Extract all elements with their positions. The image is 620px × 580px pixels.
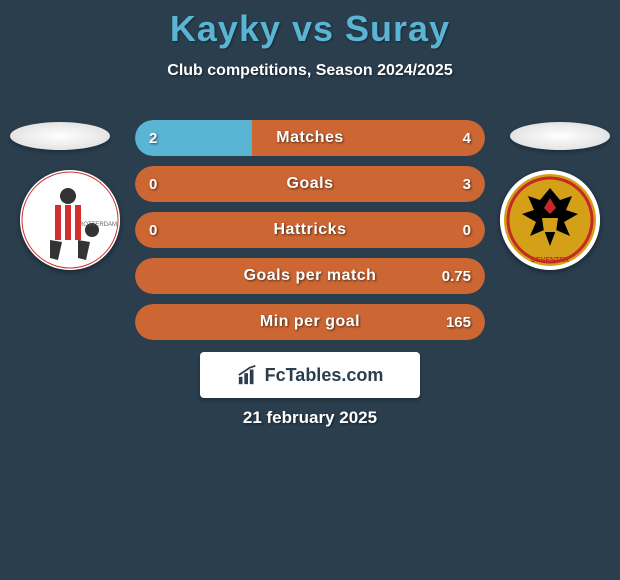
stat-value-right: 0 xyxy=(463,212,471,248)
stat-label: Matches xyxy=(135,120,485,156)
stat-row: Matches2 4 xyxy=(135,120,485,156)
eagles-logo-icon: DEVENTER xyxy=(500,170,600,270)
stat-row: Min per goal165 xyxy=(135,304,485,340)
player-marker-left xyxy=(10,122,110,150)
stat-row: Goals0 3 xyxy=(135,166,485,202)
chart-icon xyxy=(237,364,259,386)
stat-value-right: 0.75 xyxy=(442,258,471,294)
date-label: 21 february 2025 xyxy=(0,408,620,428)
watermark: FcTables.com xyxy=(200,352,420,398)
svg-text:DEVENTER: DEVENTER xyxy=(531,257,569,264)
stat-label: Goals per match xyxy=(135,258,485,294)
sparta-logo-icon: ROTTERDAM xyxy=(20,170,120,270)
stats-bars: Matches24Goals03Hattricks00Goals per mat… xyxy=(135,120,485,350)
stat-value-left: 0 xyxy=(149,166,157,202)
club-logo-right: DEVENTER xyxy=(500,170,600,270)
stat-value-right: 3 xyxy=(463,166,471,202)
stat-row: Goals per match0.75 xyxy=(135,258,485,294)
subtitle: Club competitions, Season 2024/2025 xyxy=(0,62,620,80)
stat-value-left: 0 xyxy=(149,212,157,248)
stat-row: Hattricks0 0 xyxy=(135,212,485,248)
player-marker-right xyxy=(510,122,610,150)
stat-value-right: 4 xyxy=(463,120,471,156)
stat-label: Min per goal xyxy=(135,304,485,340)
stat-value-right: 165 xyxy=(446,304,471,340)
page-title: Kayky vs Suray xyxy=(0,0,620,50)
watermark-text: FcTables.com xyxy=(265,365,384,386)
svg-text:ROTTERDAM: ROTTERDAM xyxy=(79,222,117,228)
stat-label: Goals xyxy=(135,166,485,202)
stat-label: Hattricks xyxy=(135,212,485,248)
stat-value-left: 2 xyxy=(149,120,157,156)
club-logo-left: ROTTERDAM xyxy=(20,170,120,270)
